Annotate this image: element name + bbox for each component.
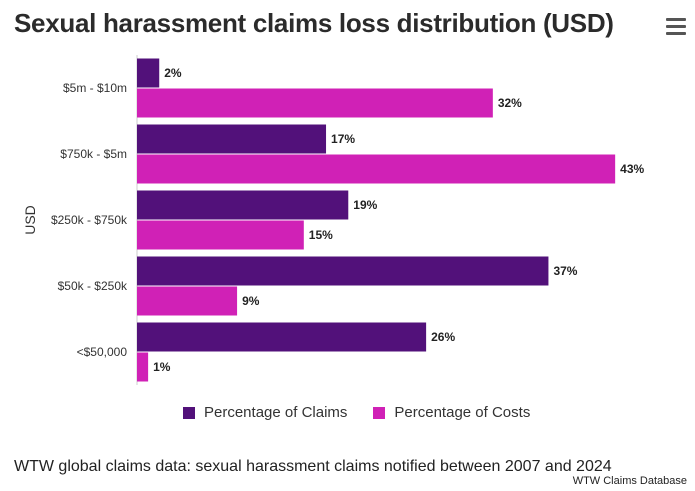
data-label: 32% — [498, 96, 522, 110]
bar-costs[interactable] — [137, 154, 616, 184]
hamburger-menu-icon[interactable] — [666, 18, 686, 36]
legend-swatch-costs — [373, 406, 386, 419]
bar-costs[interactable] — [137, 286, 238, 316]
legend-item-costs[interactable]: Percentage of Costs — [373, 404, 530, 421]
bar-claims[interactable] — [137, 58, 160, 88]
y-axis-label: USD — [22, 205, 38, 235]
category-tick-label: $5m - $10m — [63, 81, 127, 95]
data-label: 37% — [553, 264, 577, 278]
bar-claims[interactable] — [137, 124, 327, 154]
bar-claims[interactable] — [137, 190, 349, 220]
data-label: 1% — [153, 360, 171, 374]
legend-label-claims: Percentage of Claims — [204, 404, 348, 421]
data-label: 9% — [242, 294, 260, 308]
chart-title: Sexual harassment claims loss distributi… — [14, 8, 614, 38]
data-label: 26% — [431, 330, 455, 344]
chart-legend: Percentage of Claims Percentage of Costs — [183, 404, 530, 421]
bar-costs[interactable] — [137, 88, 493, 118]
legend-item-claims[interactable]: Percentage of Claims — [183, 404, 347, 421]
data-label: 2% — [164, 66, 182, 80]
data-label: 19% — [353, 198, 377, 212]
bar-costs[interactable] — [137, 220, 304, 250]
bar-claims[interactable] — [137, 256, 549, 286]
category-tick-label: $50k - $250k — [58, 279, 128, 293]
bar-claims[interactable] — [137, 322, 427, 352]
category-tick-label: <$50,000 — [77, 345, 128, 359]
chart-credit: WTW Claims Database — [572, 475, 687, 487]
data-label: 15% — [309, 228, 333, 242]
chart-caption: WTW global claims data: sexual harassmen… — [14, 458, 612, 475]
category-tick-label: $750k - $5m — [60, 147, 127, 161]
legend-swatch-claims — [183, 406, 195, 419]
bar-costs[interactable] — [137, 352, 149, 382]
category-tick-label: $250k - $750k — [51, 213, 128, 227]
data-label: 17% — [331, 132, 355, 146]
data-label: 43% — [620, 162, 644, 176]
legend-label-costs: Percentage of Costs — [394, 404, 531, 421]
bar-chart: USD $5m - $10m 2% 32% $750k - $5m 17% 43% $250k… — [22, 55, 645, 385]
